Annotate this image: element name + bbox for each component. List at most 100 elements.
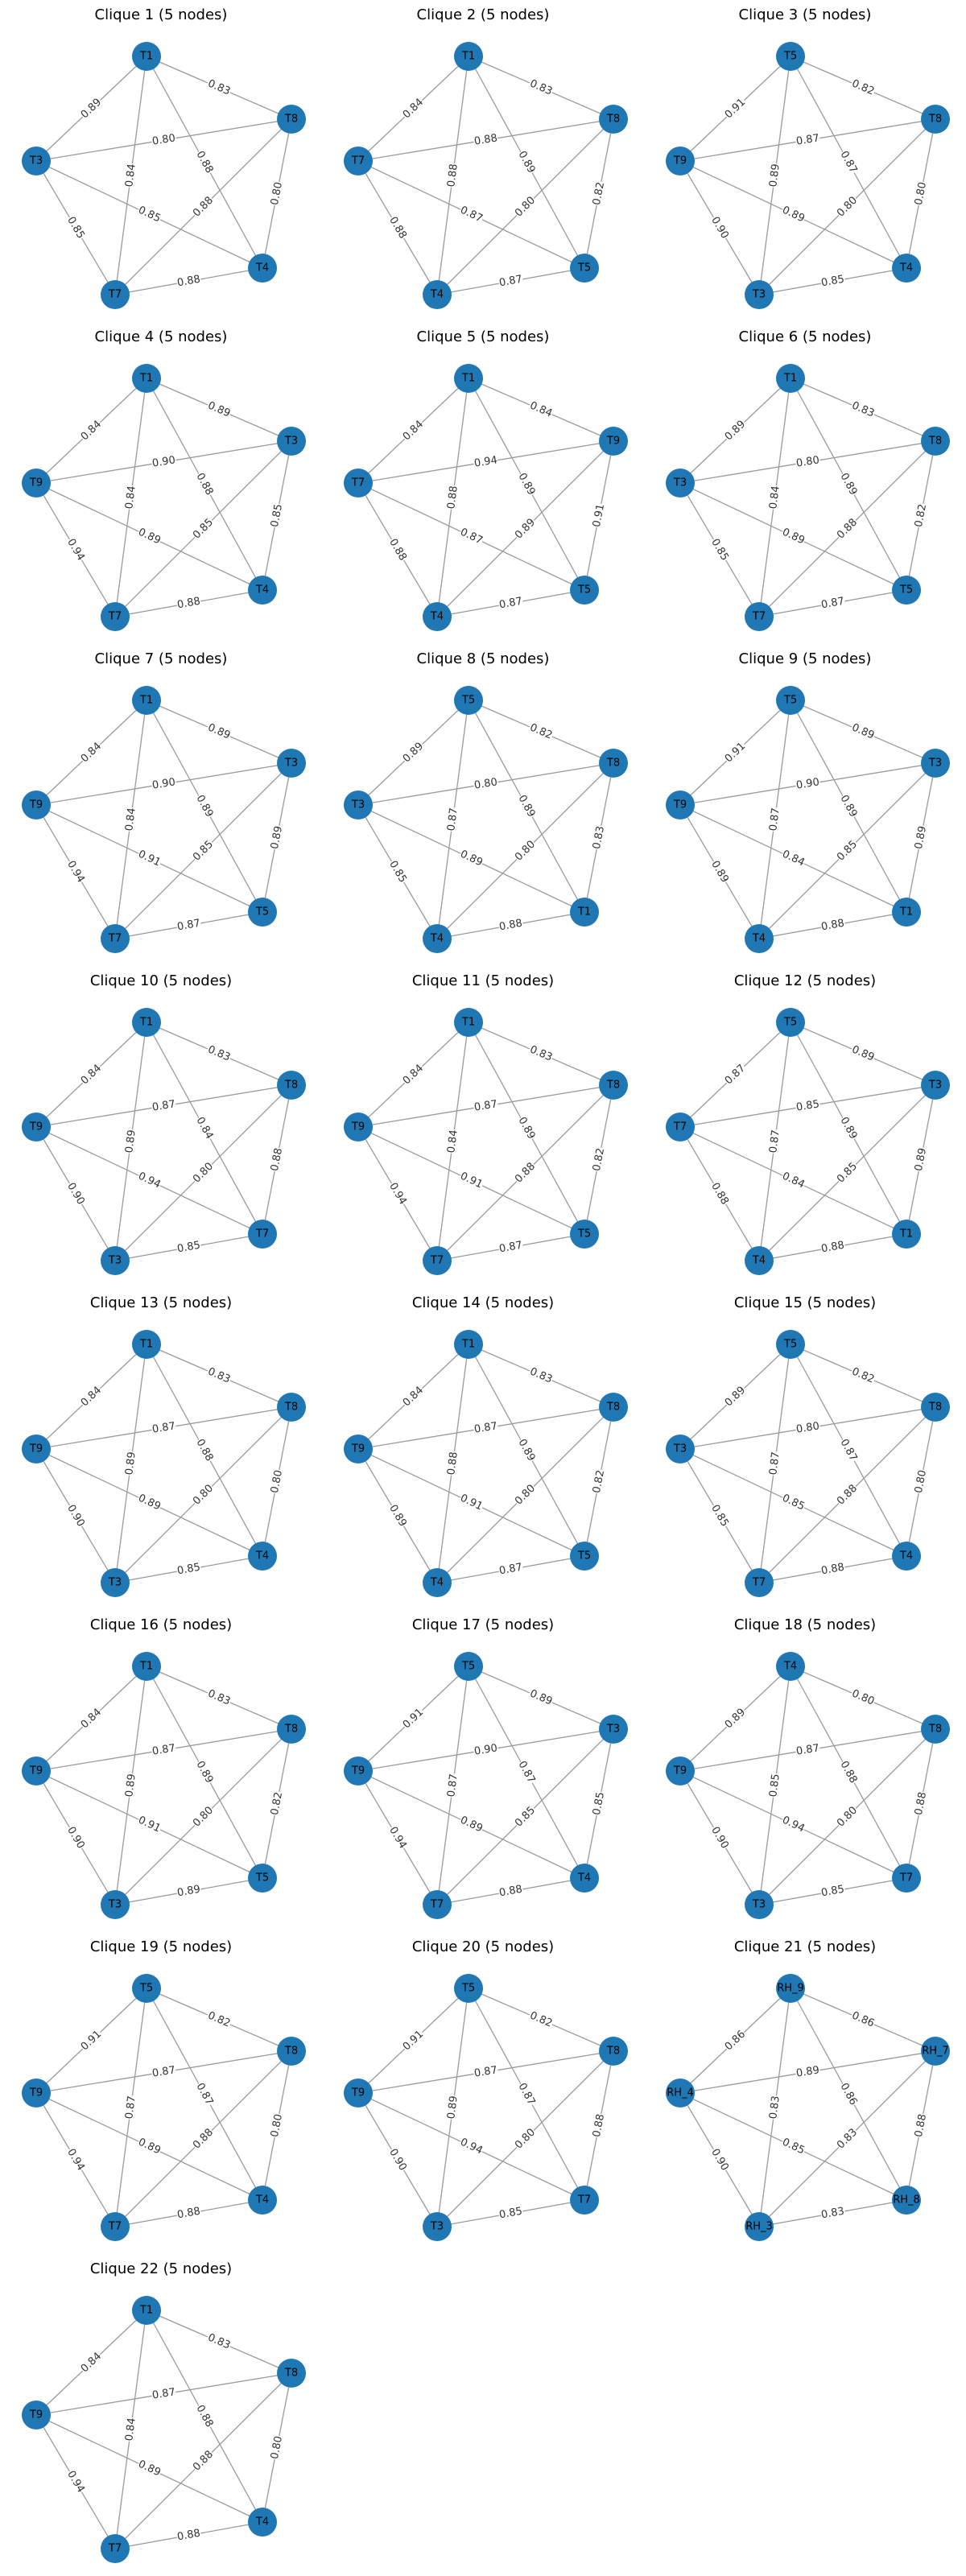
edge-weight-label: 0.87 <box>151 2064 176 2079</box>
node-label: RH_8 <box>893 2194 920 2207</box>
edge-weight-label: 0.89 <box>913 825 929 850</box>
node-label: T9 <box>673 799 687 811</box>
edge-weight-label: 0.83 <box>206 2331 233 2351</box>
edge-weight-label: 0.83 <box>528 1365 555 1385</box>
edge-weight-label: 0.82 <box>591 181 607 206</box>
edge-weight: 0.87 <box>458 526 485 547</box>
node-label: T8 <box>284 2368 298 2380</box>
edge-weight-label: 0.83 <box>591 825 607 850</box>
edge-weight-label: 0.85 <box>269 503 285 528</box>
clique-graph: 0.820.870.890.910.800.800.870.850.890.90… <box>644 0 966 322</box>
edge-weight: 0.85 <box>795 1098 820 1115</box>
edge-weight-label: 0.87 <box>151 1742 176 1757</box>
edge-weight: 0.89 <box>767 163 783 188</box>
node-label: T8 <box>284 1402 298 1414</box>
node-label: T3 <box>108 1255 122 1267</box>
edge-weight-label: 0.88 <box>176 2528 201 2544</box>
edge-weight: 0.88 <box>497 917 523 934</box>
edge-weight: 0.80 <box>268 2434 285 2461</box>
edge-weight: 0.91 <box>136 1814 163 1835</box>
edge-weight: 0.84 <box>780 1170 807 1191</box>
edge-weight: 0.85 <box>590 1790 607 1817</box>
edge-weight: 0.94 <box>64 2146 87 2174</box>
edge-weight-label: 0.89 <box>136 2136 163 2157</box>
edge-weight: 0.87 <box>175 917 201 934</box>
edge-weight-label: 0.85 <box>591 1791 607 1816</box>
edge-weight-label: 0.80 <box>269 2113 285 2138</box>
edge-weight-label: 0.88 <box>591 2113 607 2138</box>
edge-weight-label: 0.87 <box>151 1098 176 1113</box>
edge-weight: 0.87 <box>151 1098 176 1115</box>
node-label: T1 <box>139 51 153 63</box>
edge-weight: 0.89 <box>205 721 233 743</box>
edge-weight-label: 0.90 <box>151 454 176 469</box>
node-label: T4 <box>255 584 269 597</box>
edge-weight-label: 0.89 <box>136 526 163 547</box>
edge-weight-label: 0.89 <box>780 526 807 547</box>
edge-weight-label: 0.88 <box>913 2113 929 2138</box>
node-label: T4 <box>255 2194 269 2207</box>
edge-weight: 0.89 <box>123 1451 139 1476</box>
edge-weight: 0.88 <box>175 273 201 290</box>
edge-weight-label: 0.94 <box>780 1814 807 1835</box>
clique-graph: 0.830.840.890.840.880.800.870.850.940.90… <box>0 966 322 1288</box>
node-label: T1 <box>577 906 591 919</box>
edge-weight: 0.80 <box>473 776 498 793</box>
clique-graph: 0.860.860.830.860.880.830.890.830.850.90… <box>644 1932 966 2254</box>
edge-weight: 0.88 <box>819 1561 845 1578</box>
node-label: T8 <box>928 1724 942 1736</box>
edge-weight: 0.83 <box>590 824 607 851</box>
clique-graph: 0.890.890.840.840.890.850.900.870.910.94… <box>0 644 322 966</box>
node-label: T9 <box>29 2409 43 2421</box>
edge-weight: 0.85 <box>268 502 285 529</box>
edge-weight: 0.85 <box>64 214 87 242</box>
edge-weight: 0.87 <box>445 1773 461 1798</box>
node-label: T5 <box>899 584 913 597</box>
edge-weight: 0.82 <box>912 502 929 529</box>
edge-weight: 0.85 <box>708 536 731 564</box>
edge-weight-label: 0.94 <box>136 1170 163 1191</box>
edge-weight-label: 0.80 <box>473 776 498 791</box>
edge-weight: 0.90 <box>151 776 176 793</box>
edge-weight: 0.89 <box>123 1129 139 1154</box>
edge-weight: 0.88 <box>837 1759 860 1786</box>
node-label: T5 <box>577 262 591 275</box>
edge-weight: 0.87 <box>819 595 845 612</box>
clique-graph: 0.830.880.840.840.800.880.870.880.890.94… <box>0 2254 322 2576</box>
edge-weight-label: 0.80 <box>269 181 285 206</box>
edge-weight: 0.94 <box>458 2136 485 2157</box>
edge-weight: 0.89 <box>515 1437 538 1464</box>
edge-weight: 0.94 <box>64 2468 87 2496</box>
edge-weight-label: 0.80 <box>795 1420 820 1435</box>
edge-weight: 0.85 <box>780 2136 807 2157</box>
node-label: T9 <box>606 436 620 448</box>
edge-weight-label: 0.82 <box>591 1469 607 1494</box>
node-label: T4 <box>783 1661 797 1673</box>
edge-weight-label: 0.91 <box>136 1814 163 1835</box>
edge-weight: 0.90 <box>708 1824 731 1852</box>
edge-weight-label: 0.84 <box>780 848 807 869</box>
edge-weight: 0.89 <box>515 793 538 820</box>
edge-weight: 0.82 <box>849 77 877 99</box>
edge-weight: 0.89 <box>780 204 807 225</box>
clique-graph: 0.820.870.890.910.880.800.870.850.940.90… <box>322 1932 644 2254</box>
node-label: T8 <box>606 758 620 770</box>
edge-weight: 0.89 <box>515 471 538 498</box>
clique-panel: Clique 3 (5 nodes) 0.82 0.87 0.89 0.91 0.80 0.… <box>644 0 966 322</box>
node-label: T9 <box>29 1121 43 1133</box>
edge-weight: 0.89 <box>849 721 877 743</box>
edge-weight: 0.80 <box>912 1468 929 1495</box>
node-label: T8 <box>284 1080 298 1092</box>
edge-weight: 0.87 <box>151 1742 176 1759</box>
edge-weight: 0.91 <box>458 1170 485 1191</box>
node-label: T9 <box>351 2087 365 2099</box>
edge-weight: 0.91 <box>136 848 163 869</box>
node-label: T7 <box>108 2543 122 2555</box>
edge-weight: 0.87 <box>151 1420 176 1437</box>
edge-weight: 0.83 <box>767 2095 783 2120</box>
edge-weight-label: 0.87 <box>820 596 845 612</box>
edge-weight: 0.88 <box>445 163 461 188</box>
edge-weight: 0.87 <box>837 1437 860 1464</box>
node-label: T9 <box>673 155 687 167</box>
node-label: T4 <box>577 1872 591 1885</box>
